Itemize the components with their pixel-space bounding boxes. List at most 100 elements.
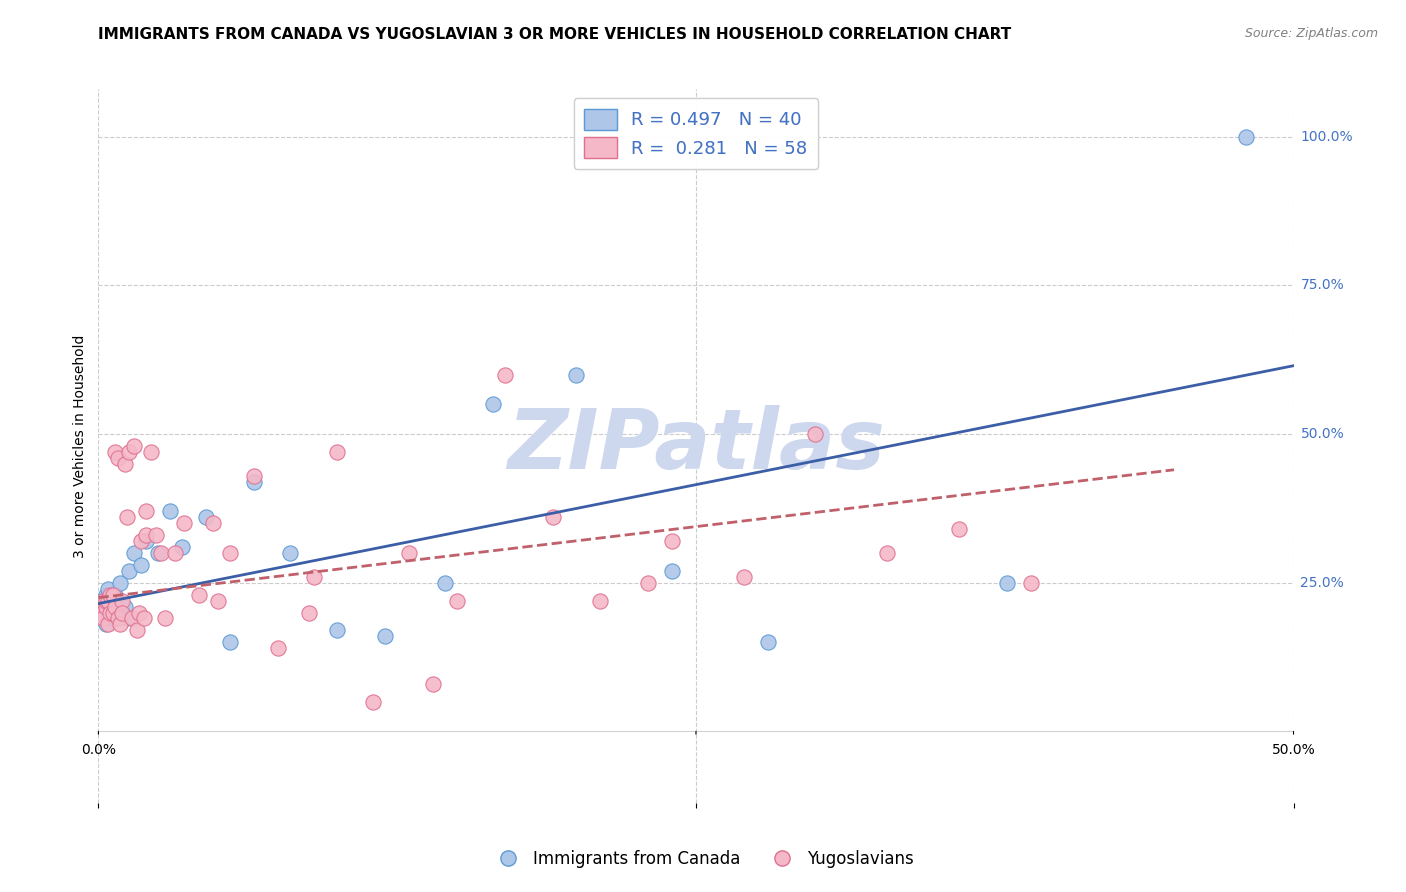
Point	[104, 611, 127, 625]
Point	[1019, 575, 1042, 590]
Point	[91, 593, 114, 607]
Point	[97, 593, 120, 607]
Point	[128, 606, 150, 620]
Point	[107, 450, 129, 465]
Point	[97, 617, 120, 632]
Point	[94, 599, 117, 614]
Point	[995, 575, 1018, 590]
Y-axis label: 3 or more Vehicles in Household: 3 or more Vehicles in Household	[73, 334, 87, 558]
Point	[108, 575, 131, 590]
Point	[114, 599, 136, 614]
Point	[111, 606, 134, 620]
Point	[661, 534, 683, 549]
Point	[374, 629, 396, 643]
Point	[97, 593, 120, 607]
Text: 100.0%: 100.0%	[1301, 129, 1353, 144]
Point	[187, 588, 209, 602]
Point	[115, 510, 138, 524]
Text: IMMIGRANTS FROM CANADA VS YUGOSLAVIAN 3 OR MORE VEHICLES IN HOUSEHOLD CORRELATIO: IMMIGRANTS FROM CANADA VS YUGOSLAVIAN 3 …	[98, 27, 1012, 42]
Point	[131, 534, 153, 549]
Point	[326, 445, 349, 459]
Point	[104, 599, 127, 614]
Point	[298, 606, 321, 620]
Point	[948, 522, 970, 536]
Point	[637, 575, 659, 590]
Point	[124, 439, 146, 453]
Point	[125, 624, 148, 638]
Text: 75.0%: 75.0%	[1301, 278, 1344, 293]
Point	[101, 606, 124, 620]
Point	[541, 510, 564, 524]
Point	[94, 588, 117, 602]
Point	[97, 582, 120, 596]
Text: 50.0%: 50.0%	[1301, 427, 1344, 442]
Point	[756, 635, 779, 649]
Point	[589, 593, 612, 607]
Point	[733, 570, 755, 584]
Point	[155, 611, 177, 625]
Point	[101, 593, 124, 607]
Point	[90, 606, 112, 620]
Point	[98, 588, 122, 602]
Point	[194, 510, 217, 524]
Point	[149, 546, 172, 560]
Point	[132, 611, 155, 625]
Point	[202, 516, 225, 531]
Point	[363, 695, 385, 709]
Point	[481, 397, 505, 411]
Point	[104, 588, 127, 602]
Point	[98, 606, 122, 620]
Point	[326, 624, 349, 638]
Point	[104, 445, 127, 459]
Point	[98, 599, 122, 614]
Point	[114, 457, 136, 471]
Point	[91, 599, 114, 614]
Point	[148, 546, 170, 560]
Point	[98, 606, 122, 620]
Point	[243, 468, 266, 483]
Point	[1234, 129, 1257, 144]
Point	[135, 528, 157, 542]
Point	[207, 593, 229, 607]
Point	[876, 546, 898, 560]
Point	[107, 593, 129, 607]
Point	[115, 611, 138, 625]
Text: 50.0%: 50.0%	[1271, 742, 1316, 756]
Legend: Immigrants from Canada, Yugoslavians: Immigrants from Canada, Yugoslavians	[485, 844, 921, 875]
Point	[446, 593, 468, 607]
Point	[94, 593, 117, 607]
Point	[131, 558, 153, 572]
Point	[135, 504, 157, 518]
Point	[91, 606, 114, 620]
Point	[91, 611, 114, 625]
Point	[494, 368, 516, 382]
Point	[159, 504, 181, 518]
Point	[565, 368, 588, 382]
Point	[118, 564, 141, 578]
Legend: R = 0.497   N = 40, R =  0.281   N = 58: R = 0.497 N = 40, R = 0.281 N = 58	[574, 98, 818, 169]
Text: ZIPatlas: ZIPatlas	[508, 406, 884, 486]
Point	[173, 516, 195, 531]
Point	[111, 593, 134, 607]
Point	[101, 606, 124, 620]
Point	[145, 528, 167, 542]
Point	[94, 617, 117, 632]
Point	[107, 611, 129, 625]
Text: Source: ZipAtlas.com: Source: ZipAtlas.com	[1244, 27, 1378, 40]
Point	[804, 427, 827, 442]
Point	[111, 606, 134, 620]
Point	[172, 540, 194, 554]
Point	[219, 635, 242, 649]
Point	[267, 641, 290, 656]
Point	[398, 546, 420, 560]
Point	[118, 445, 141, 459]
Point	[422, 677, 444, 691]
Point	[98, 611, 122, 625]
Point	[101, 588, 124, 602]
Point	[302, 570, 325, 584]
Point	[661, 564, 683, 578]
Point	[108, 617, 131, 632]
Point	[278, 546, 301, 560]
Point	[94, 611, 117, 625]
Point	[163, 546, 186, 560]
